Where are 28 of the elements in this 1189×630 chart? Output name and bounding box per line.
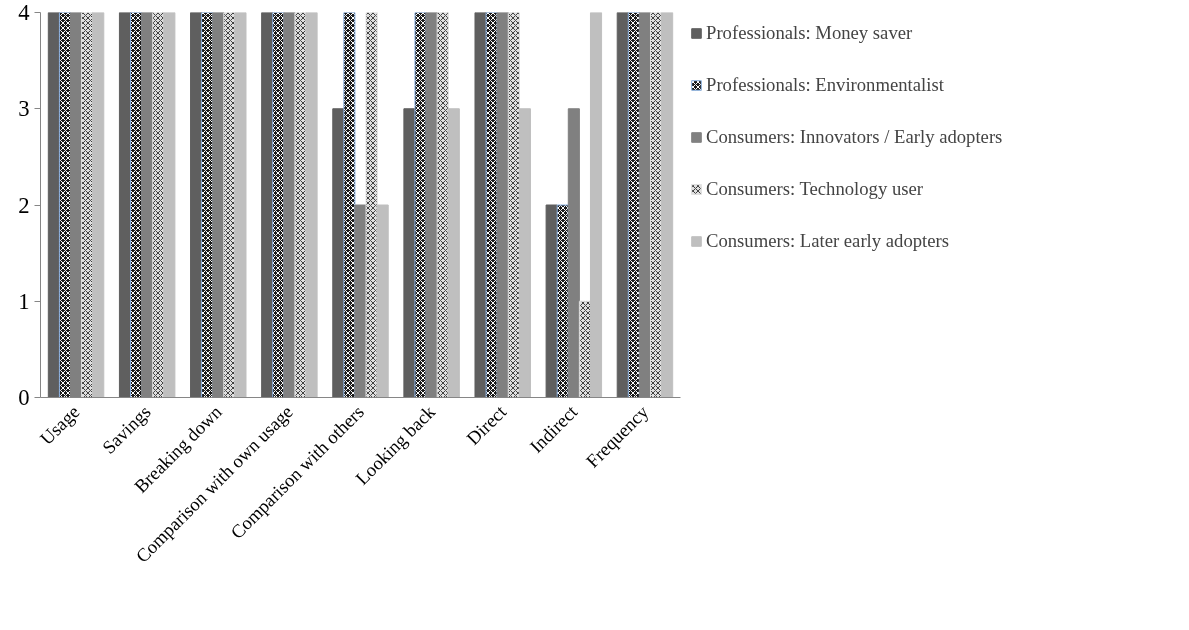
bar xyxy=(163,12,176,398)
legend-label: Consumers: Later early adopters xyxy=(706,230,949,252)
bar xyxy=(661,12,674,398)
bar xyxy=(589,12,603,398)
legend-label: Professionals: Money saver xyxy=(706,22,913,44)
legend-label: Consumers: Innovators / Early adopters xyxy=(706,126,1003,148)
bar xyxy=(616,12,629,398)
bar xyxy=(190,12,203,398)
bar xyxy=(261,12,274,398)
bar xyxy=(403,108,416,398)
y-tick-label: 2 xyxy=(18,192,30,218)
y-tick-label: 1 xyxy=(18,288,30,314)
bar xyxy=(447,108,460,398)
bar xyxy=(332,108,345,398)
bar xyxy=(474,12,487,398)
bar xyxy=(234,12,247,398)
y-tick-label: 3 xyxy=(18,96,30,122)
bar xyxy=(47,12,60,398)
legend-label: Professionals: Environmentalist xyxy=(706,74,944,96)
bar xyxy=(118,12,132,398)
y-tick-label: 0 xyxy=(18,385,30,410)
bar xyxy=(92,12,105,398)
bar xyxy=(376,204,389,398)
bar xyxy=(518,108,531,398)
bar xyxy=(305,12,318,398)
legend-label: Consumers: Technology user xyxy=(706,178,924,200)
bar xyxy=(545,204,558,398)
y-tick-label: 4 xyxy=(18,0,30,25)
